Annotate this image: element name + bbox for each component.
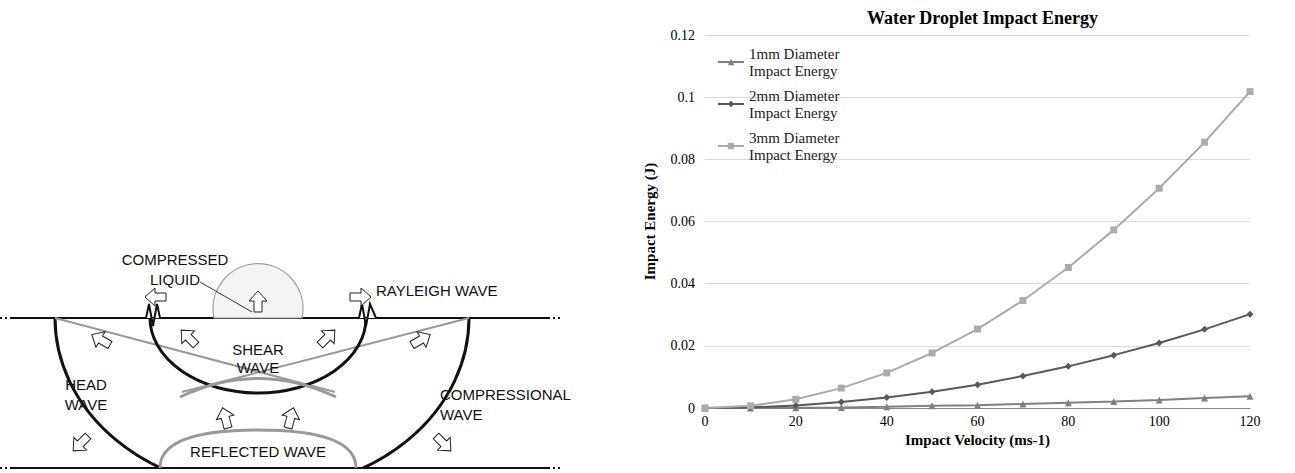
svg-text:120: 120	[1240, 414, 1261, 429]
svg-text:COMPRESSIONALWAVE: COMPRESSIONALWAVE	[440, 386, 571, 423]
svg-text:80: 80	[1061, 414, 1075, 429]
svg-text:100: 100	[1149, 414, 1170, 429]
svg-text:1mm Diameter: 1mm Diameter	[749, 46, 843, 62]
svg-text:Impact Energy: Impact Energy	[749, 147, 838, 163]
svg-text:0: 0	[702, 414, 709, 429]
svg-text:SHEARWAVE: SHEARWAVE	[232, 341, 284, 376]
svg-text:Water Droplet Impact Energy: Water Droplet Impact Energy	[867, 8, 1098, 28]
svg-text:Impact Velocity (ms-1): Impact Velocity (ms-1)	[905, 432, 1050, 449]
svg-text:0: 0	[688, 401, 695, 416]
svg-text:Impact Energy (J): Impact Energy (J)	[642, 163, 659, 280]
svg-text:COMPRESSEDLIQUID: COMPRESSEDLIQUID	[122, 251, 229, 288]
svg-text:0.08: 0.08	[671, 152, 696, 167]
svg-text:20: 20	[789, 414, 803, 429]
svg-text:0.12: 0.12	[671, 28, 696, 43]
svg-text:40: 40	[880, 414, 894, 429]
svg-text:HEADWAVE: HEADWAVE	[65, 376, 108, 413]
svg-text:0.06: 0.06	[671, 214, 696, 229]
svg-text:Impact Energy: Impact Energy	[749, 63, 838, 79]
svg-text:0.1: 0.1	[678, 90, 696, 105]
svg-text:0.04: 0.04	[671, 276, 696, 291]
svg-text:RAYLEIGH WAVE: RAYLEIGH WAVE	[376, 282, 497, 299]
svg-text:3mm Diameter: 3mm Diameter	[749, 130, 843, 146]
svg-text:2mm Diameter: 2mm Diameter	[749, 88, 843, 104]
svg-text:60: 60	[971, 414, 985, 429]
svg-text:Impact Energy: Impact Energy	[749, 105, 838, 121]
svg-text:0.02: 0.02	[671, 338, 696, 353]
svg-text:REFLECTED WAVE: REFLECTED WAVE	[190, 443, 326, 460]
